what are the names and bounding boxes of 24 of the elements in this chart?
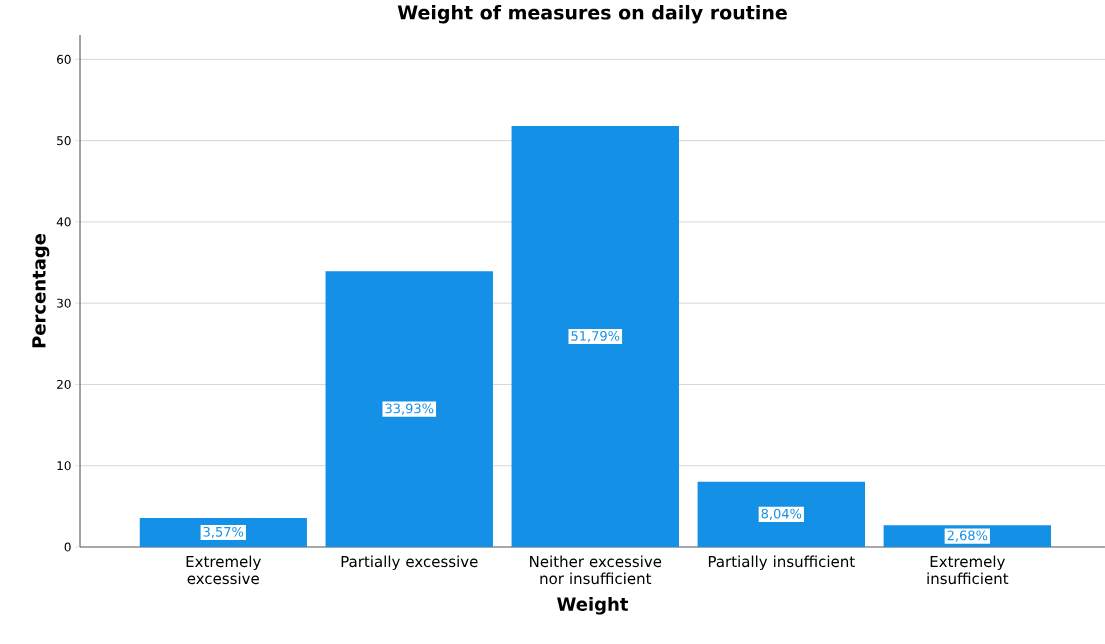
data-label: 33,93% [385, 403, 434, 415]
chart-title: Weight of measures on daily routine [397, 4, 787, 24]
y-tick-label: 50 [57, 136, 71, 146]
bar [511, 126, 679, 547]
x-tick-label: Partially excessive [341, 555, 478, 571]
y-tick-label: 30 [57, 298, 71, 308]
y-tick-label: 20 [57, 379, 71, 389]
data-label: 3,57% [203, 526, 244, 539]
data-label: 2,68% [947, 530, 988, 542]
y-tick-label: 40 [56, 217, 71, 227]
y-axis-title: Percentage [32, 233, 50, 348]
x-axis-title: Weight [557, 596, 629, 615]
data-label: 8,04% [761, 508, 802, 520]
x-tick-label: Neither excessive nor insufficient [530, 555, 662, 585]
bar [325, 271, 493, 547]
data-label: 51,79% [571, 330, 620, 343]
bar [697, 481, 866, 547]
y-tick-label: 60 [57, 54, 71, 64]
x-tick-label: Extremely excessive [186, 555, 261, 585]
x-tick-label: Extremely insufficient [927, 555, 1009, 585]
x-tick-label: Partially insufficient [708, 555, 855, 571]
bar [139, 517, 307, 547]
y-tick-label: 0 [64, 542, 71, 552]
y-tick-label: 10 [57, 461, 71, 471]
